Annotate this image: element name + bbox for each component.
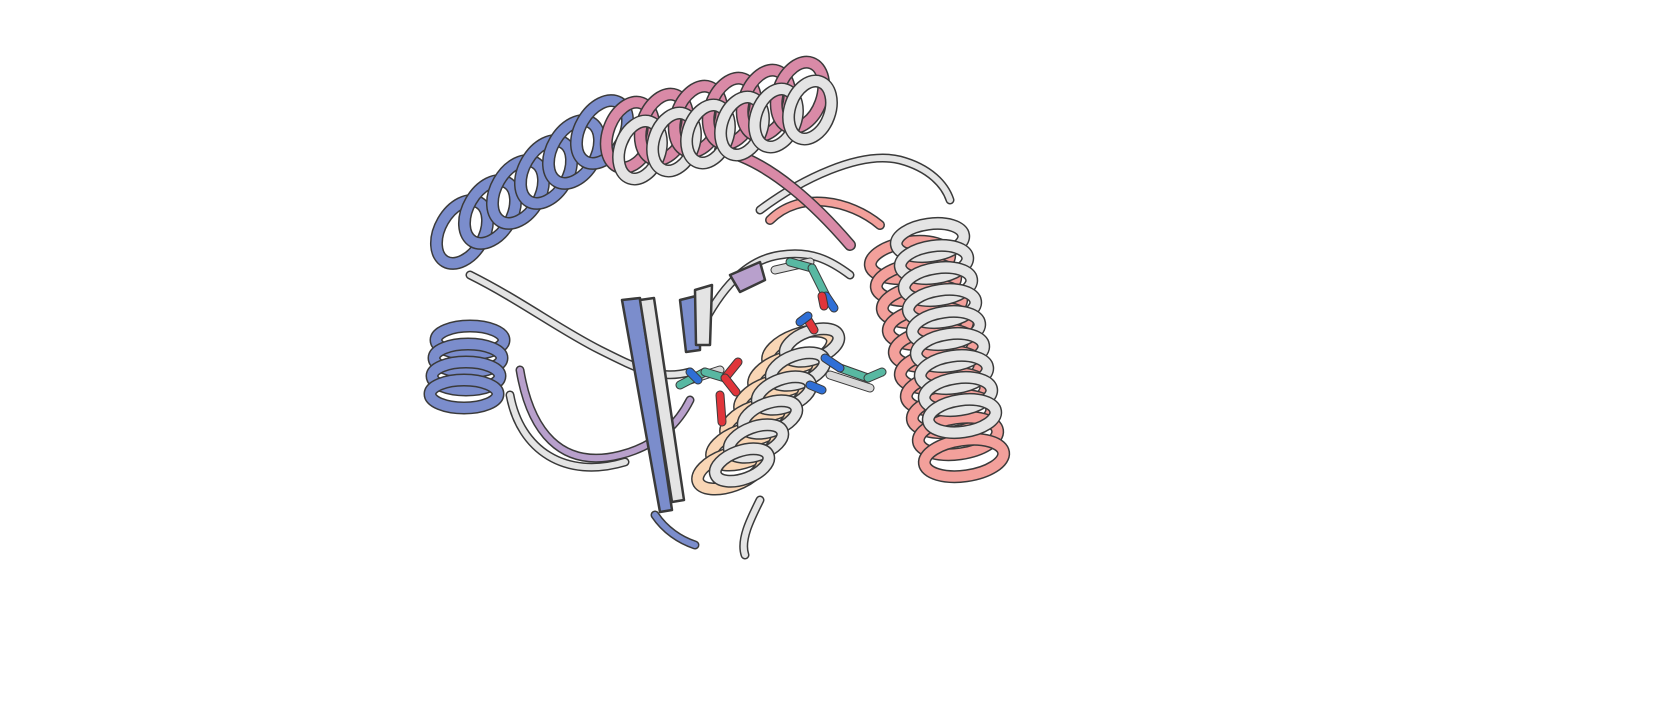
sidechain-2-n — [822, 292, 838, 312]
sidechain-1-o2 — [721, 374, 740, 396]
sidechain-1-n — [686, 368, 702, 384]
helix-blue-left — [429, 94, 635, 270]
helix-grey-right — [889, 216, 1003, 440]
helix-grey-right-turn — [919, 372, 997, 416]
beta-strand-purple — [728, 260, 767, 294]
sidechain-3-n1 — [821, 354, 844, 372]
sidechain-3-n3 — [796, 312, 812, 326]
beta-strand-grey-2 — [693, 283, 714, 347]
helix-blue-left-lower-turn — [425, 375, 503, 413]
helix-blue-left-lower-turn — [429, 339, 507, 377]
helix-grey-right-turn — [895, 240, 973, 284]
sidechain-2-o — [818, 292, 828, 310]
helix-salmon-right-turn — [913, 412, 1003, 460]
helix-grey-center-turn — [710, 443, 774, 487]
c-term-tail — [740, 497, 763, 558]
beta-strand-grey-1 — [638, 296, 686, 504]
loop-lower-left-ref — [507, 392, 628, 471]
helix-salmon-right-turn — [919, 434, 1009, 482]
loop-center — [697, 250, 853, 333]
n-term-tail — [652, 512, 698, 548]
helix-blue-left-lower-turn — [427, 357, 505, 395]
sidechain-3-c2 — [864, 368, 886, 382]
helix-grey-right-turn — [907, 306, 985, 350]
loop-salmon — [766, 198, 884, 229]
helix-grey-right-turn — [903, 284, 981, 328]
helix-grey-right-turn — [911, 328, 989, 372]
helix-blue-left-lower-turn — [431, 321, 509, 359]
helix-grey-right-turn — [891, 218, 969, 262]
helix-blue-left-lower — [423, 319, 511, 415]
sidechain-3-n2 — [806, 381, 826, 394]
loop-lower-left — [517, 367, 693, 462]
helix-grey-right-turn — [899, 262, 977, 306]
sidechain-3-ref — [826, 371, 874, 392]
sidechain-3-c1 — [836, 364, 872, 382]
helix-grey-top-turn — [783, 75, 837, 145]
helix-grey-top — [612, 74, 838, 186]
sidechain-3-o — [804, 316, 818, 334]
beta-strand-blue-1 — [620, 296, 674, 514]
helix-grey-right-turn — [923, 394, 1001, 438]
helix-grey-right-turn — [915, 350, 993, 394]
sidechain-1-o3 — [716, 391, 726, 426]
sidechain-2-c2 — [808, 264, 830, 300]
